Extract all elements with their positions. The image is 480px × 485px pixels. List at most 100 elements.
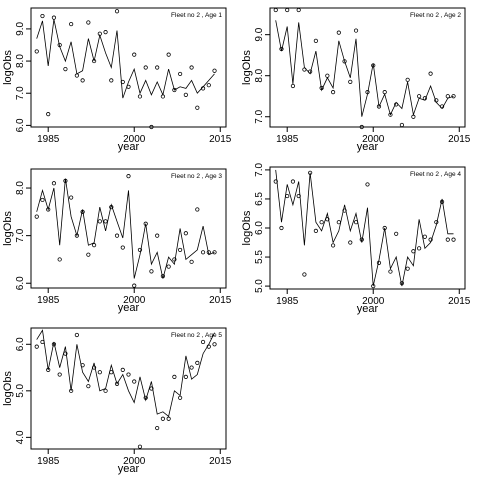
observed-point <box>160 273 166 279</box>
observed-point <box>451 237 456 242</box>
observed-point <box>109 78 114 83</box>
panel-title: Fleet no 2 , Age 3 <box>171 173 222 180</box>
observed-point <box>394 231 399 236</box>
chart-panel: Fleet no 2 , Age 3 1985 2000 2015 6.0 7.0 8.0 y… <box>2 168 232 314</box>
chart-panel: Fleet no 2 , Age 1 1985 2000 2015 6.0 7.0 8.0 9… <box>2 7 232 153</box>
y-tick-label: 7.0 <box>254 109 265 123</box>
observed-point <box>183 374 188 379</box>
x-tick-label: 1985 <box>37 134 60 145</box>
observed-point <box>212 68 217 73</box>
y-axis-label: logObs <box>2 211 14 246</box>
observed-point <box>451 94 456 99</box>
observed-point <box>195 105 200 110</box>
y-tick-label: 6.0 <box>15 118 26 132</box>
observed-point <box>172 374 177 379</box>
observed-point <box>109 370 114 375</box>
observed-point <box>103 219 108 224</box>
x-axis-label: year <box>118 141 140 153</box>
y-tick-label: 8.0 <box>15 54 26 68</box>
observed-point <box>206 250 211 255</box>
observed-point <box>137 94 143 99</box>
y-tick-label: 8.0 <box>15 181 26 195</box>
y-tick-label: 4.0 <box>15 430 26 444</box>
observed-point <box>120 367 125 372</box>
x-tick-label: 2015 <box>209 134 232 145</box>
observed-point <box>342 208 347 213</box>
observed-point <box>279 46 284 52</box>
observed-point <box>46 112 51 117</box>
panel-title: Fleet no 2 , Age 2 <box>410 12 461 19</box>
observed-point <box>445 94 450 99</box>
observed-point <box>74 332 79 338</box>
observed-point <box>405 77 410 82</box>
observed-point <box>189 365 194 370</box>
x-tick-label: 2000 <box>123 456 146 467</box>
observed-point <box>178 247 183 253</box>
observed-point <box>160 416 166 421</box>
observed-point <box>114 9 120 14</box>
fitted-line <box>275 169 454 287</box>
observed-point <box>382 90 387 95</box>
y-tick-label: 8.0 <box>254 68 265 82</box>
observed-point <box>132 283 137 288</box>
observed-point <box>359 124 364 130</box>
observed-point <box>195 207 200 212</box>
observed-point <box>290 83 296 89</box>
y-tick-label: 7.0 <box>15 86 26 100</box>
y-tick-label: 9.0 <box>15 22 26 36</box>
observed-point <box>155 65 160 70</box>
observed-point <box>40 339 45 345</box>
observed-point <box>69 195 74 200</box>
x-tick-label: 1985 <box>37 295 60 306</box>
y-axis-label: logObs <box>241 210 253 245</box>
observed-point <box>336 30 341 35</box>
plot-frame <box>30 327 227 450</box>
observed-point <box>308 69 313 74</box>
x-axis-label: year <box>118 302 140 314</box>
observed-point <box>178 395 183 400</box>
observed-point <box>388 112 393 117</box>
observed-point <box>353 220 359 225</box>
observed-point <box>69 21 74 27</box>
x-tick-label: 2000 <box>123 134 146 145</box>
observed-point <box>365 90 370 95</box>
x-tick-label: 2000 <box>362 134 385 145</box>
observed-point <box>160 94 166 99</box>
observed-point <box>200 250 206 255</box>
observed-point <box>137 247 143 253</box>
observed-point <box>313 38 318 43</box>
observed-point <box>189 259 194 264</box>
y-tick-label: 7.0 <box>254 163 265 177</box>
panel-title: Fleet no 2 , Age 5 <box>171 332 222 339</box>
observed-point <box>195 360 200 366</box>
observed-point <box>371 283 376 289</box>
x-tick-label: 2015 <box>209 456 232 467</box>
observed-point <box>120 79 125 85</box>
observed-point <box>376 104 382 109</box>
observed-point <box>126 372 131 377</box>
observed-point <box>319 220 324 225</box>
observed-point <box>325 73 330 78</box>
y-tick-label: 5.5 <box>254 250 265 264</box>
chart-panel: Fleet no 2 , Age 4 1985 2000 2015 5.0 5.5 6.0 6… <box>241 163 471 315</box>
x-tick-label: 2015 <box>209 295 232 306</box>
y-tick-label: 7.0 <box>15 228 26 242</box>
plot-frame <box>269 7 466 128</box>
chart-panel: Fleet no 2 , Age 2 1985 2000 2015 7.0 8.0 9.0 y… <box>241 7 471 153</box>
observed-point <box>353 28 359 33</box>
y-axis-label: logObs <box>2 371 14 406</box>
chart-panel: Fleet no 2 , Age 5 1985 2000 2015 4.0 5.0 6.0 y… <box>2 327 232 475</box>
y-tick-label: 9.0 <box>254 27 265 41</box>
observed-point <box>206 83 211 88</box>
observed-point <box>336 220 341 225</box>
x-tick-label: 1985 <box>276 296 299 307</box>
observed-point <box>109 204 114 210</box>
observed-point <box>57 42 62 48</box>
x-tick-label: 2000 <box>362 296 385 307</box>
y-tick-label: 6.5 <box>254 192 265 206</box>
y-tick-label: 6.0 <box>15 276 26 290</box>
observed-point <box>155 233 160 238</box>
observed-point <box>63 351 68 356</box>
